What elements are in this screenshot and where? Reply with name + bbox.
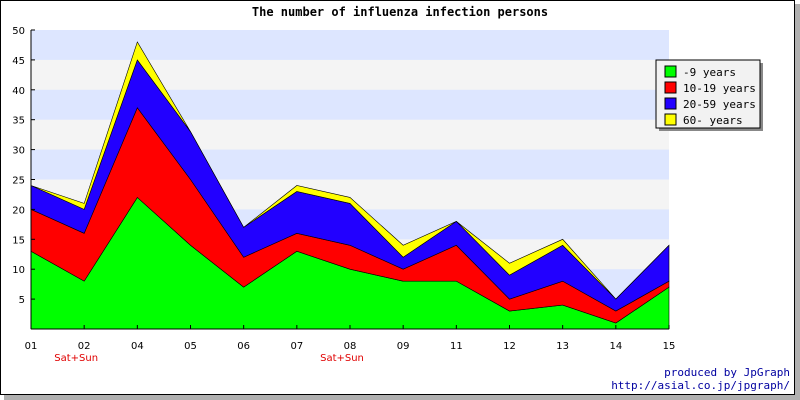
legend: -9 years 10-19 years 20-59 years 60- years [655, 59, 763, 131]
y-tick-label: 10 [12, 265, 25, 276]
y-tick-label: 30 [12, 146, 25, 157]
x-tick-label: 07 [290, 341, 303, 352]
series-area-4 [30, 41, 670, 300]
x-tick-label: 01 [25, 341, 38, 352]
legend-swatch [664, 65, 677, 78]
chart-title: The number of influenza infection person… [252, 5, 548, 19]
grid-band [31, 30, 669, 60]
legend-swatch [664, 97, 677, 110]
legend-label: -9 years [683, 66, 736, 79]
legend-label: 20-59 years [683, 98, 756, 111]
x-tick-label: 02 [78, 341, 91, 352]
axes [30, 29, 670, 330]
x-tick-label: 13 [556, 341, 569, 352]
x-tick-label: 04 [131, 341, 144, 352]
legend-label: 60- years [683, 114, 743, 127]
legend-swatch [664, 81, 677, 94]
y-tick-label: 50 [12, 26, 25, 37]
frame-shadow-right [795, 4, 800, 400]
legend-swatch [664, 113, 677, 126]
x-tick-label: 08 [344, 341, 357, 352]
x-sublabel: Sat+Sun [320, 353, 364, 364]
x-tick-label: 15 [663, 341, 676, 352]
y-tick-label: 5 [19, 295, 25, 306]
credits: produced by JpGraph http://asial.co.jp/j… [611, 366, 790, 392]
y-tick-label: 45 [12, 56, 25, 67]
y-tick-labels: 5 10 15 20 25 30 35 40 45 50 [12, 26, 25, 306]
x-tick-label: 09 [397, 341, 410, 352]
x-tick-label: 14 [609, 341, 622, 352]
legend-label: 10-19 years [683, 82, 756, 95]
y-tick-label: 20 [12, 205, 25, 216]
x-tick-label: 05 [184, 341, 197, 352]
y-tick-label: 40 [12, 86, 25, 97]
x-sublabel: Sat+Sun [54, 353, 98, 364]
credits-line-1: produced by JpGraph [664, 366, 790, 379]
y-tick-label: 35 [12, 116, 25, 127]
x-tick-label: 06 [237, 341, 250, 352]
x-tick-label: 11 [450, 341, 463, 352]
credits-line-2[interactable]: http://asial.co.jp/jpgraph/ [611, 379, 790, 392]
y-tick-label: 25 [12, 176, 25, 187]
y-tick-label: 15 [12, 235, 25, 246]
x-tick-label: 12 [503, 341, 516, 352]
frame-shadow-bottom [4, 395, 800, 400]
